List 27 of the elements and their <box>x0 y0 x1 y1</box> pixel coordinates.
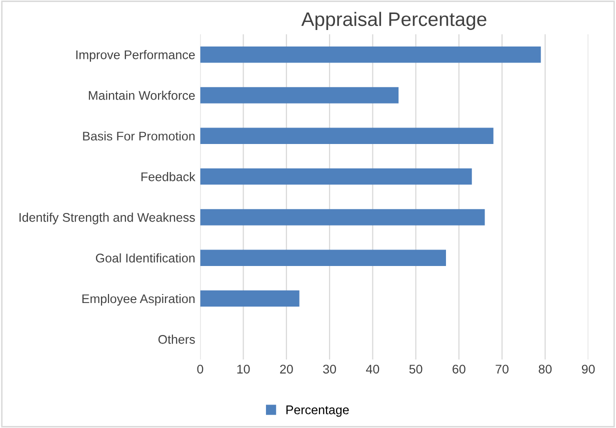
chart-title: Appraisal Percentage <box>301 12 486 30</box>
x-tick-label: 50 <box>409 364 422 374</box>
x-tick-label: 80 <box>538 364 552 374</box>
legend-label: Percentage <box>286 406 349 417</box>
x-tick-label: 40 <box>366 364 380 374</box>
x-tick-label: 10 <box>237 364 250 374</box>
bar <box>200 209 485 226</box>
y-tick-label: Identify Strength and Weakness <box>20 212 195 224</box>
x-tick-label: 70 <box>496 364 509 374</box>
x-tick-label: 90 <box>582 364 595 374</box>
y-tick-label: Maintain Workforce <box>88 90 195 100</box>
y-tick-label: Feedback <box>141 172 196 182</box>
bar <box>200 168 472 185</box>
bar <box>200 290 300 307</box>
bar <box>200 250 446 266</box>
y-tick-label: Improve Performance <box>76 50 195 62</box>
bar <box>200 128 494 144</box>
y-tick-label: Basis For Promotion <box>83 131 195 141</box>
y-tick-label: Employee Aspiration <box>82 294 195 306</box>
x-tick-label: 20 <box>280 364 293 374</box>
bar <box>200 46 541 63</box>
x-tick-label: 30 <box>323 364 336 374</box>
y-tick-label: Goal Identification <box>96 253 195 263</box>
x-tick-label: 0 <box>197 364 204 374</box>
y-tick-label: Others <box>158 334 195 344</box>
bar <box>200 87 399 104</box>
x-tick-label: 60 <box>452 364 466 374</box>
